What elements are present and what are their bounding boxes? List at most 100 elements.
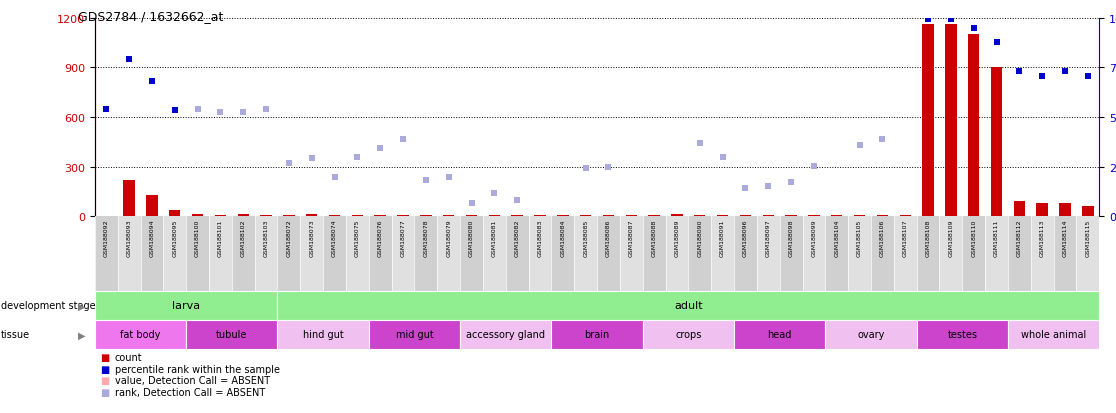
Bar (575, 217, 597, 291)
Text: GSM188099: GSM188099 (811, 219, 817, 256)
Bar (831, 215, 843, 217)
Bar (968, 35, 980, 217)
Text: GSM188110: GSM188110 (971, 219, 976, 256)
Text: ▶: ▶ (78, 301, 86, 311)
Text: GSM188083: GSM188083 (538, 219, 542, 256)
Text: GSM188108: GSM188108 (925, 219, 931, 256)
Bar (854, 215, 865, 217)
Bar (300, 217, 324, 291)
Text: ▶: ▶ (78, 330, 86, 339)
Bar (922, 25, 934, 217)
Bar (278, 217, 300, 291)
Bar (643, 320, 734, 349)
Text: GSM188106: GSM188106 (879, 219, 885, 256)
Text: GSM188102: GSM188102 (241, 219, 246, 256)
Text: adult: adult (674, 301, 703, 311)
Bar (460, 320, 551, 349)
Bar (368, 217, 392, 291)
Text: GSM188086: GSM188086 (606, 219, 610, 256)
Bar (1037, 204, 1048, 217)
Bar (483, 217, 506, 291)
Bar (762, 215, 775, 217)
Bar (877, 215, 888, 217)
Bar (117, 217, 141, 291)
Text: rank, Detection Call = ABSENT: rank, Detection Call = ABSENT (115, 387, 266, 397)
Bar (397, 215, 408, 217)
Bar (1013, 202, 1026, 217)
Bar (826, 217, 848, 291)
Bar (529, 217, 551, 291)
Text: GSM188107: GSM188107 (903, 219, 907, 256)
Bar (665, 217, 689, 291)
Text: GSM188113: GSM188113 (1040, 219, 1045, 256)
Text: GSM188076: GSM188076 (377, 219, 383, 256)
Bar (802, 217, 826, 291)
Text: GSM188077: GSM188077 (401, 219, 405, 256)
Text: mid gut: mid gut (395, 330, 433, 339)
Bar (214, 215, 227, 217)
Bar (489, 215, 500, 217)
Text: development stage: development stage (1, 301, 96, 311)
Bar (940, 217, 962, 291)
Text: GSM188078: GSM188078 (423, 219, 429, 256)
Bar (603, 215, 614, 217)
Bar (163, 217, 186, 291)
Bar (352, 215, 363, 217)
Text: GSM188090: GSM188090 (698, 219, 702, 256)
Text: tubule: tubule (217, 330, 248, 339)
Bar (186, 320, 278, 349)
Bar (95, 320, 186, 349)
Bar (414, 217, 437, 291)
Text: GSM188079: GSM188079 (446, 219, 451, 256)
Text: ■: ■ (100, 364, 109, 374)
Text: brain: brain (585, 330, 609, 339)
Text: GSM188109: GSM188109 (949, 219, 953, 256)
Bar (511, 215, 523, 217)
Bar (506, 217, 529, 291)
Bar (689, 217, 711, 291)
Text: GSM188091: GSM188091 (720, 219, 725, 256)
Bar (437, 217, 460, 291)
Text: accessory gland: accessory gland (466, 330, 546, 339)
Bar (899, 215, 911, 217)
Bar (443, 215, 454, 217)
Bar (734, 217, 757, 291)
Bar (786, 215, 797, 217)
Text: GSM188105: GSM188105 (857, 219, 862, 256)
Bar (278, 320, 368, 349)
Text: GSM188104: GSM188104 (835, 219, 839, 256)
Text: GSM188114: GSM188114 (1062, 219, 1068, 256)
Text: larva: larva (172, 301, 200, 311)
Text: ovary: ovary (857, 330, 885, 339)
Bar (808, 215, 819, 217)
Text: hind gut: hind gut (302, 330, 344, 339)
Bar (146, 195, 157, 217)
Bar (375, 215, 386, 217)
Text: GSM188103: GSM188103 (263, 219, 269, 256)
Text: GSM188080: GSM188080 (469, 219, 474, 256)
Bar (757, 217, 780, 291)
Text: GSM188101: GSM188101 (218, 219, 223, 256)
Bar (324, 217, 346, 291)
Bar (619, 217, 643, 291)
Text: GSM188094: GSM188094 (150, 219, 154, 256)
Bar (826, 320, 916, 349)
Bar (551, 320, 643, 349)
Bar (1031, 217, 1054, 291)
Bar (985, 217, 1008, 291)
Bar (780, 217, 802, 291)
Text: GSM188088: GSM188088 (652, 219, 656, 256)
Bar (597, 217, 619, 291)
Bar (346, 217, 368, 291)
Bar (580, 215, 591, 217)
Text: testes: testes (947, 330, 978, 339)
Bar (916, 217, 940, 291)
Bar (232, 217, 254, 291)
Text: GSM188072: GSM188072 (287, 219, 291, 256)
Bar (95, 217, 117, 291)
Bar (420, 215, 432, 217)
Text: whole animal: whole animal (1021, 330, 1086, 339)
Text: tissue: tissue (1, 330, 30, 339)
Text: GSM188085: GSM188085 (584, 219, 588, 256)
Bar (557, 215, 568, 217)
